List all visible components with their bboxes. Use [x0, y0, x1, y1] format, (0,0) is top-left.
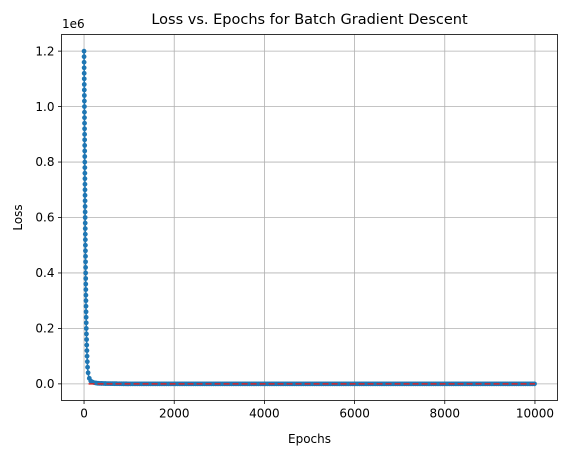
ticks: 0 2000 4000 6000 8000 10000 0.0 0.2 0.4 0.6 0.8 1.0…: [35, 44, 554, 420]
y-offset-label: 1e6: [62, 17, 85, 31]
loss-point: [81, 48, 87, 54]
loss-point: [82, 187, 88, 193]
loss-point: [82, 131, 88, 137]
loss-point: [83, 248, 88, 254]
loss-point: [81, 54, 87, 60]
loss-point: [84, 337, 90, 342]
loss-point: [82, 126, 87, 132]
loss-point: [83, 320, 89, 326]
loss-point: [81, 87, 87, 93]
loss-point: [82, 192, 88, 198]
loss-point: [82, 115, 87, 121]
loss-point: [83, 326, 89, 331]
loss-point: [82, 120, 87, 126]
loss-point: [85, 370, 91, 376]
chart-title: Loss vs. Epochs for Batch Gradient Desce…: [151, 12, 468, 28]
loss-point: [84, 342, 90, 348]
loss-point: [82, 109, 87, 115]
loss-point: [83, 281, 89, 287]
loss-point: [85, 364, 90, 370]
loss-point: [84, 359, 90, 365]
y-tick-label: 0.4: [35, 266, 54, 280]
loss-point: [81, 76, 87, 82]
x-tick-label: 6000: [339, 407, 370, 421]
y-axis-label: Loss: [11, 204, 25, 230]
y-tick-label: 0.6: [35, 211, 54, 225]
loss-point: [82, 231, 88, 237]
y-tick-label: 1.0: [35, 100, 54, 114]
loss-point: [83, 253, 88, 259]
loss-point: [83, 292, 89, 298]
loss-point: [81, 70, 87, 76]
loss-point: [83, 314, 89, 320]
loss-point: [81, 65, 87, 71]
x-tick-label: 10000: [516, 407, 554, 421]
loss-point: [82, 176, 88, 182]
loss-point: [82, 215, 88, 220]
loss-point: [82, 159, 88, 165]
loss-point: [82, 148, 88, 154]
loss-point: [82, 198, 88, 204]
y-tick-label: 0.2: [35, 322, 54, 336]
loss-point: [81, 82, 87, 87]
loss-point: [83, 309, 89, 315]
loss-point: [82, 154, 88, 159]
loss-point: [84, 353, 90, 359]
x-tick-label: 8000: [429, 407, 460, 421]
loss-point: [82, 237, 88, 243]
loss-point: [83, 259, 88, 265]
loss-point: [82, 181, 88, 187]
loss-point: [81, 98, 87, 104]
loss-point: [82, 226, 88, 231]
x-tick-label: 0: [80, 407, 88, 421]
loss-point: [82, 137, 88, 143]
loss-point: [83, 287, 89, 292]
loss-point: [81, 93, 87, 98]
loss-point: [83, 270, 89, 276]
x-tick-label: 2000: [159, 407, 190, 421]
loss-point: [83, 303, 89, 309]
loss-point: [84, 331, 89, 337]
loss-point: [82, 165, 88, 170]
loss-point: [83, 276, 89, 281]
y-tick-label: 0.8: [35, 155, 54, 169]
loss-point: [82, 143, 88, 148]
loss-point: [82, 209, 88, 215]
loss-point: [82, 170, 88, 176]
loss-point: [82, 104, 87, 109]
loss-point: [82, 220, 88, 226]
loss-point: [82, 204, 88, 209]
x-axis-label: Epochs: [288, 432, 331, 446]
y-tick-label: 1.2: [35, 44, 54, 58]
loss-point: [82, 242, 88, 248]
loss-point: [83, 298, 89, 304]
y-tick-label: 0.0: [35, 377, 54, 391]
grid: [61, 34, 558, 401]
loss-point: [84, 348, 90, 353]
loss-series-markers: [81, 48, 537, 387]
loss-point: [81, 59, 87, 65]
series-layer: [81, 48, 537, 387]
x-tick-label: 4000: [249, 407, 280, 421]
loss-point: [83, 265, 88, 270]
